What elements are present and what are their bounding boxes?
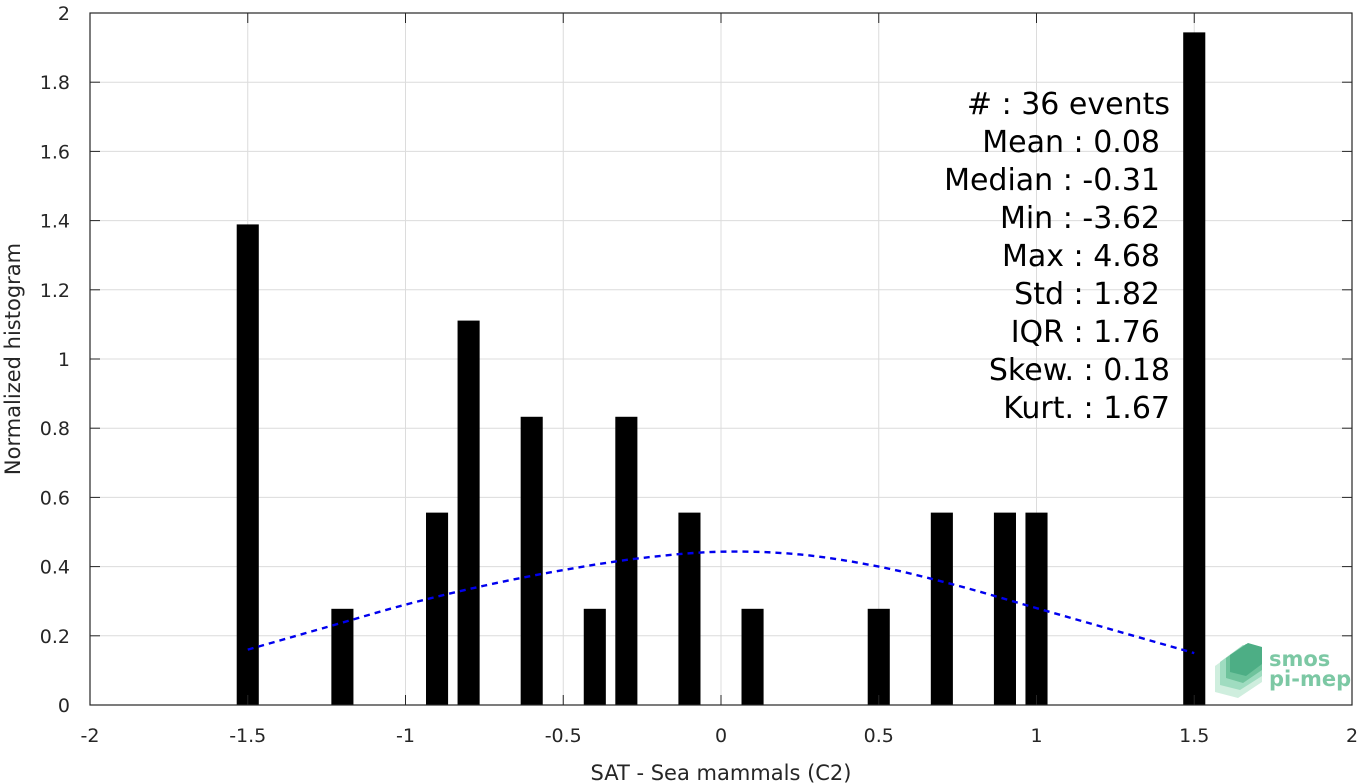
y-tick-label-8: 1.6	[40, 141, 70, 163]
x-tick-label-4: 0	[715, 725, 727, 747]
logo-mark-icon	[1215, 643, 1262, 698]
x-tick-labels: -2 -1.5 -1 -0.5 0 0.5 1 1.5 2	[81, 725, 1359, 747]
stats-line-3: Min : -3.62	[1000, 201, 1160, 236]
y-tick-label-7: 1.4	[40, 211, 70, 233]
x-tick-label-8: 2	[1346, 725, 1358, 747]
stats-line-7: Skew. : 0.18	[989, 353, 1170, 388]
x-tick-label-0: -2	[81, 725, 100, 747]
histogram-bar-11	[993, 512, 1016, 705]
y-tick-label-5: 1	[58, 349, 70, 371]
x-tick-label-7: 1.5	[1179, 725, 1209, 747]
x-tick-label-5: 0.5	[864, 725, 894, 747]
y-tick-label-3: 0.6	[40, 487, 70, 509]
y-axis-label: Normalized histogram	[1, 243, 25, 475]
x-tick-label-2: -1	[396, 725, 415, 747]
histogram-bar-8	[741, 608, 764, 705]
y-tick-label-1: 0.2	[40, 626, 70, 648]
x-axis-label: SAT - Sea mammals (C2)	[591, 761, 852, 784]
histogram-bars	[236, 32, 1206, 706]
y-tick-label-6: 1.2	[40, 280, 70, 302]
normal-fit-curve	[247, 550, 1195, 655]
histogram-bar-5	[583, 608, 606, 705]
histogram-bar-10	[930, 512, 953, 705]
histogram-bar-1	[331, 608, 354, 705]
histogram-bar-3	[457, 320, 480, 705]
logo-line1: smos	[1269, 647, 1330, 671]
histogram-bar-9	[867, 608, 890, 705]
stats-line-5: Std : 1.82	[1014, 277, 1160, 312]
stats-line-2: Median : -0.31	[944, 163, 1160, 198]
stats-line-4: Max : 4.68	[1002, 239, 1160, 274]
y-tick-label-0: 0	[58, 695, 70, 717]
histogram-bar-0	[236, 224, 259, 705]
y-tick-label-10: 2	[58, 3, 70, 25]
smos-pi-mep-logo: smos pi-mep	[1215, 643, 1351, 698]
histogram-bar-7	[678, 512, 701, 705]
logo-line2: pi-mep	[1269, 667, 1351, 691]
histogram-bar-4	[520, 416, 543, 705]
y-tick-label-4: 0.8	[40, 418, 70, 440]
stats-line-0: # : 36 events	[967, 87, 1170, 122]
stats-line-8: Kurt. : 1.67	[1003, 391, 1170, 426]
y-tick-label-2: 0.4	[40, 557, 70, 579]
axis-ticks	[89, 12, 1353, 706]
y-tick-labels: 0 0.2 0.4 0.6 0.8 1 1.2 1.4 1.6 1.8 2	[40, 3, 70, 717]
x-tick-label-6: 1	[1030, 725, 1042, 747]
stats-line-6: IQR : 1.76	[1011, 315, 1160, 350]
x-tick-label-1: -1.5	[229, 725, 266, 747]
x-tick-label-3: -0.5	[545, 725, 582, 747]
histogram-bar-13	[1183, 32, 1206, 706]
stats-line-1: Mean : 0.08	[982, 125, 1160, 160]
histogram-bar-2	[426, 512, 449, 705]
y-tick-label-9: 1.8	[40, 72, 70, 94]
